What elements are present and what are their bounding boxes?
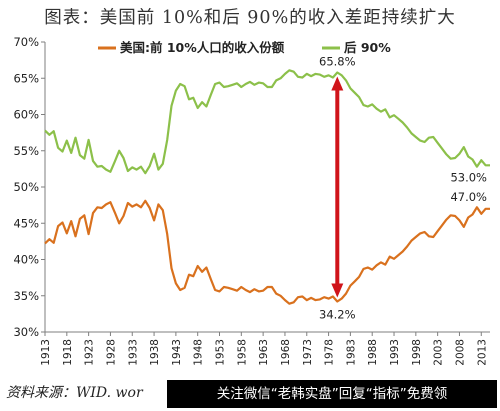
y-tick-label: 65% xyxy=(13,71,39,85)
x-tick-label: 2008 xyxy=(454,339,466,366)
y-tick-label: 35% xyxy=(13,289,39,303)
promo-banner[interactable]: 关注微信“老韩实盘”回复“指标”免费领 xyxy=(167,380,497,408)
legend: 美国:前 10%人口的收入份额 后 90% xyxy=(98,40,391,55)
x-tick-label: 1993 xyxy=(389,339,401,366)
y-tick-label: 45% xyxy=(13,216,39,230)
x-tick-label: 1958 xyxy=(236,339,248,366)
tick-labels: 30% 35% 40% 45% 50% 55% 60% 65% 70% 1913 1918 1923 1… xyxy=(13,35,488,366)
data-labels: 65.8% 34.2% 53.0% 47.0% xyxy=(319,54,487,321)
y-tick-label: 60% xyxy=(13,108,39,122)
chart-title: 图表：美国前 10%和后 90%的收入差距持续扩大 xyxy=(44,8,456,28)
x-tick-label: 1963 xyxy=(258,339,270,366)
arrow-head-up xyxy=(331,76,344,91)
x-tick-label: 2003 xyxy=(433,339,445,366)
chart-axes xyxy=(41,41,490,336)
x-tick-label: 1933 xyxy=(127,339,139,366)
x-tick-label: 1938 xyxy=(149,339,161,366)
line-chart: 30% 35% 40% 45% 50% 55% 60% 65% 70% 1913 1918 1923 1… xyxy=(13,35,490,366)
series-line-top10 xyxy=(44,199,490,305)
y-tick-label: 40% xyxy=(13,253,39,267)
y-tick-label: 50% xyxy=(13,180,39,194)
data-label: 34.2% xyxy=(319,308,356,322)
legend-item-top10-label: 美国:前 10%人口的收入份额 xyxy=(120,40,285,55)
x-tick-label: 1913 xyxy=(40,339,52,366)
x-tick-label: 1928 xyxy=(105,339,117,366)
legend-item-bottom90-label: 后 90% xyxy=(344,40,391,55)
x-tick-label: 2013 xyxy=(476,339,488,366)
series-line-bottom90 xyxy=(44,69,490,175)
x-tick-label: 1983 xyxy=(345,339,357,366)
x-tick-label: 1973 xyxy=(302,339,314,366)
gap-arrow xyxy=(331,76,344,298)
y-tick-label: 30% xyxy=(13,325,39,339)
series-lines xyxy=(44,69,490,305)
x-tick-label: 1968 xyxy=(280,339,292,366)
source-note: 资料来源：WID. wor xyxy=(6,385,143,401)
data-label: 65.8% xyxy=(319,54,356,68)
data-label: 47.0% xyxy=(450,190,487,204)
x-tick-label: 1948 xyxy=(193,339,205,366)
x-tick-label: 1988 xyxy=(367,339,379,366)
x-tick-label: 1953 xyxy=(215,339,227,366)
x-tick-label: 1943 xyxy=(171,339,183,366)
x-tick-label: 1998 xyxy=(411,339,423,366)
y-tick-label: 70% xyxy=(13,35,39,49)
x-tick-label: 1923 xyxy=(84,339,96,366)
y-tick-label: 55% xyxy=(13,144,39,158)
data-label: 53.0% xyxy=(450,170,487,184)
x-tick-label: 1918 xyxy=(62,339,74,366)
arrow-head-down xyxy=(331,283,344,298)
x-tick-label: 1978 xyxy=(324,339,336,366)
